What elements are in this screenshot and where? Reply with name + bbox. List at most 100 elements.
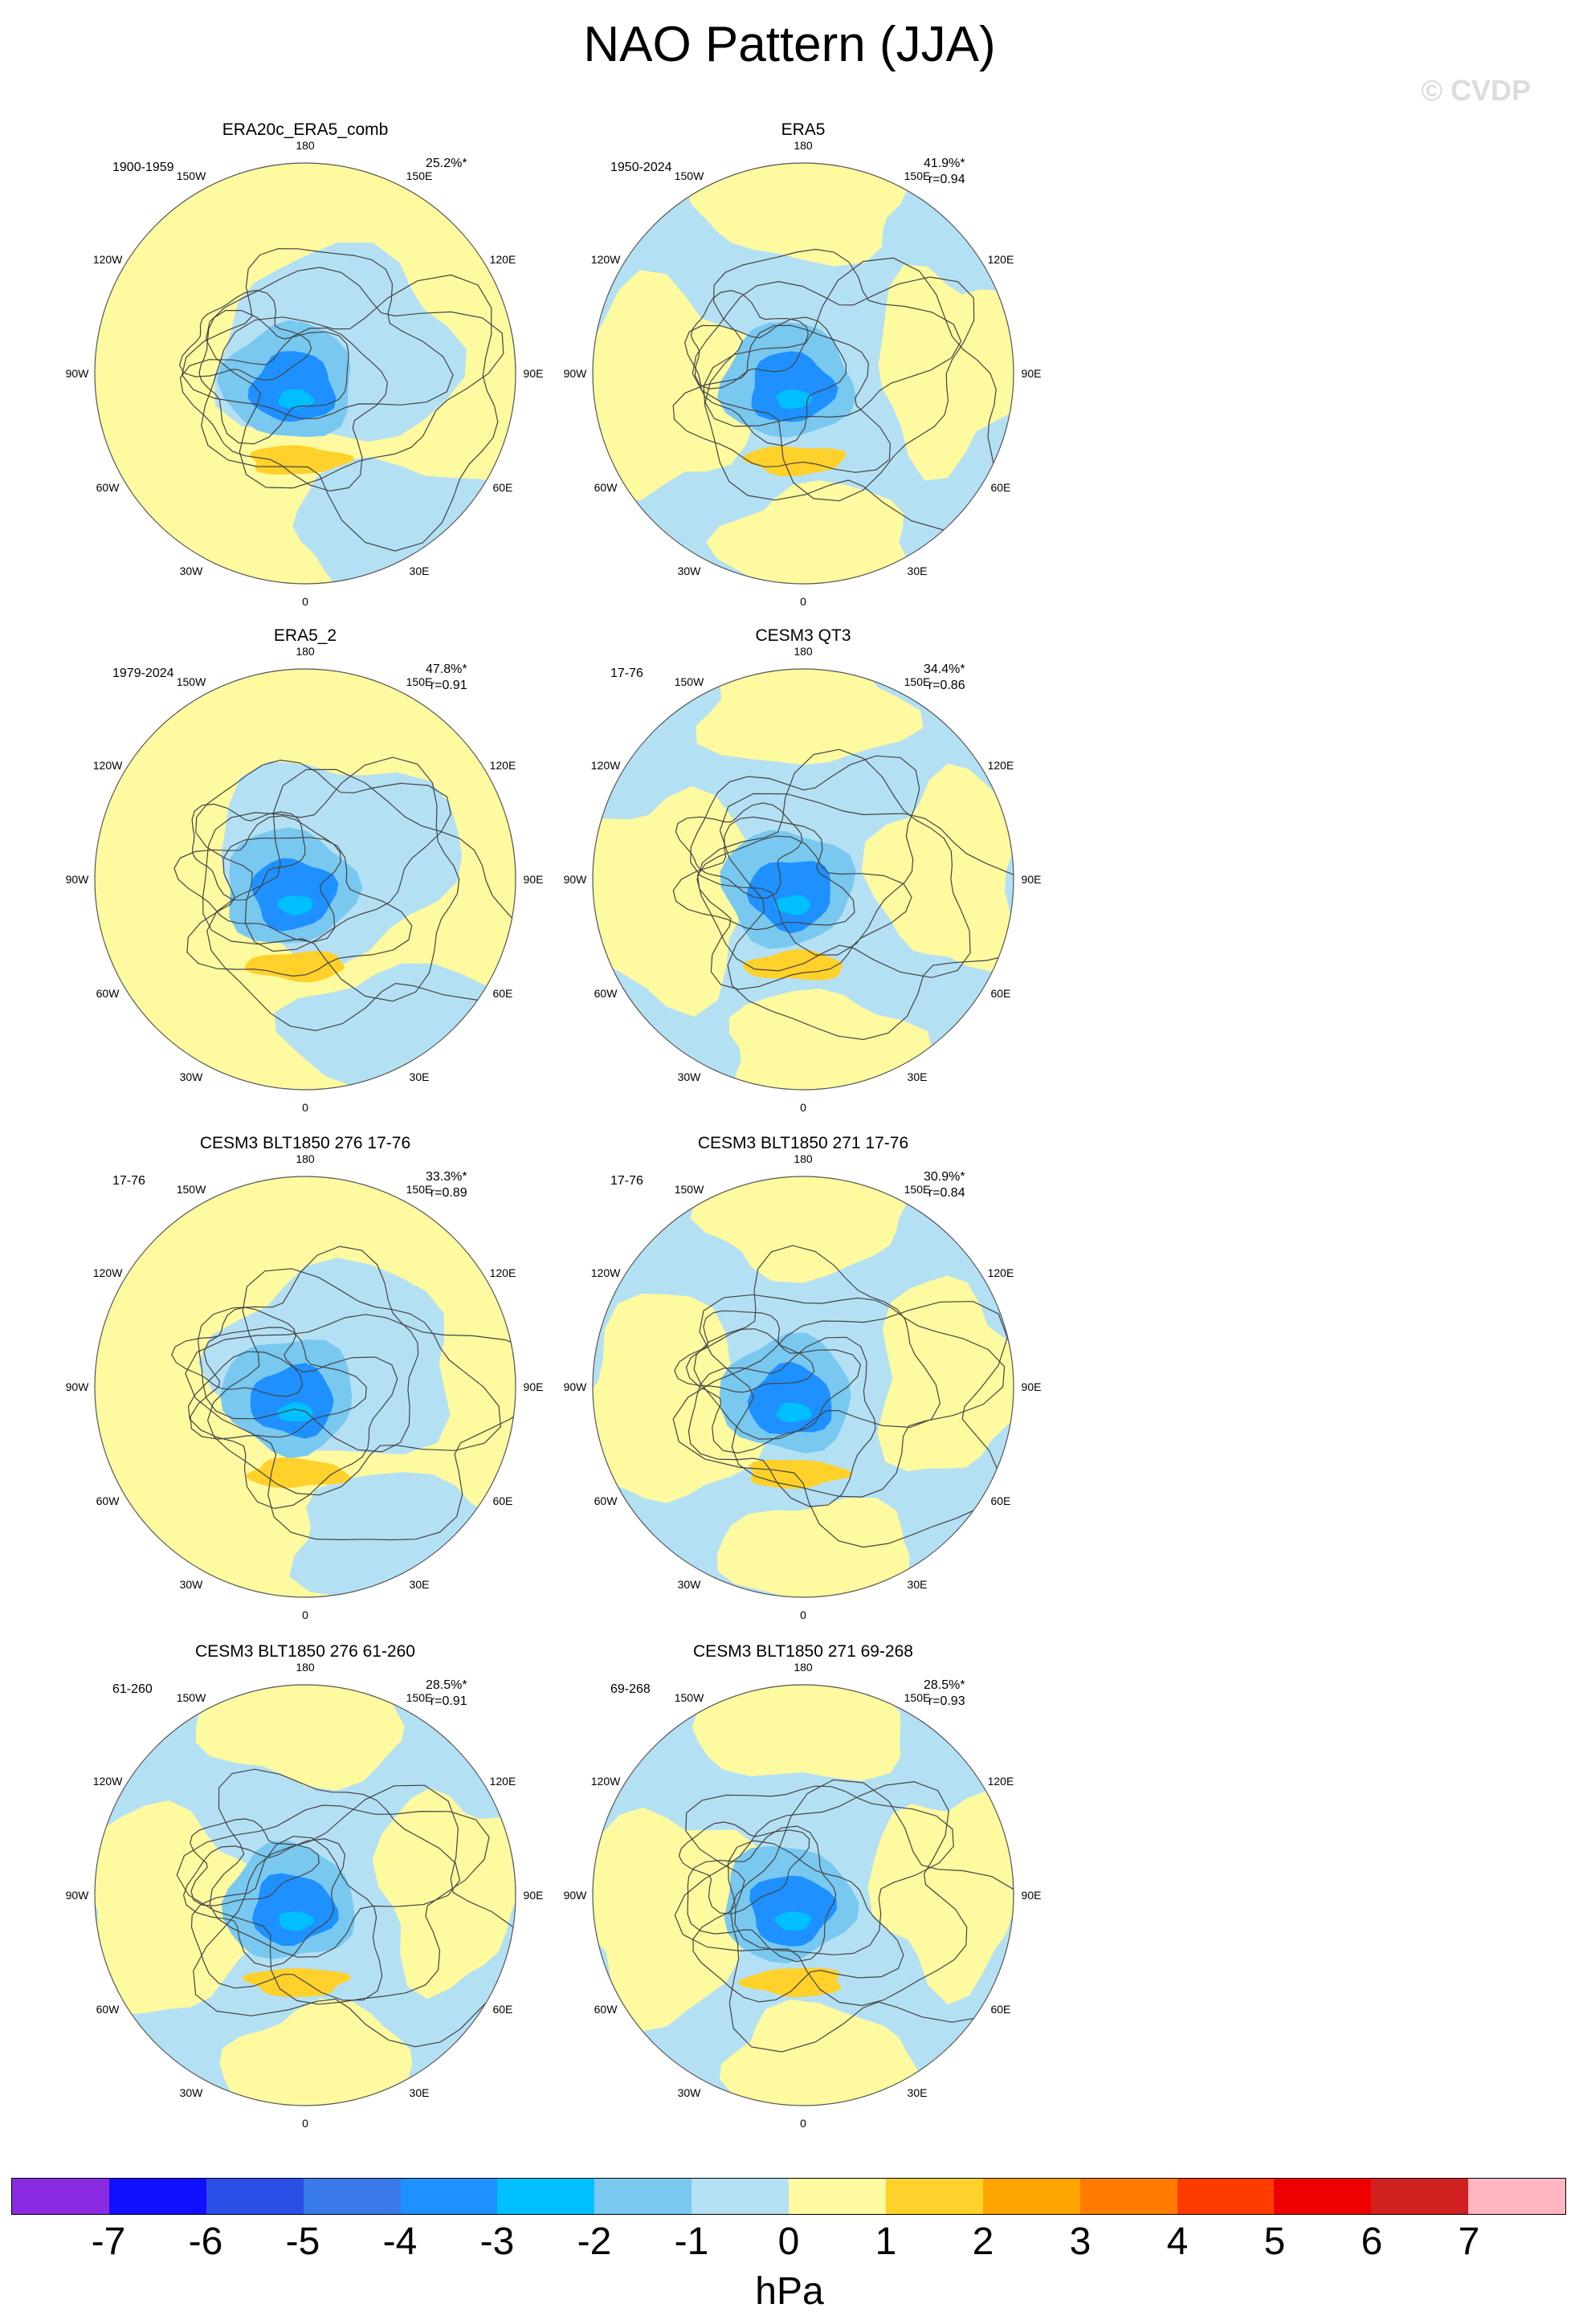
longitude-label: 0 <box>800 2117 806 2130</box>
colorbar-tick-label: 7 <box>1458 2220 1480 2263</box>
colorbar-tick-label: 2 <box>972 2220 994 2263</box>
longitude-label: 90E <box>523 367 544 380</box>
longitude-label: 120E <box>987 253 1014 266</box>
longitude-label: 90E <box>523 1380 544 1393</box>
colorbar-box <box>789 2179 886 2214</box>
longitude-label: 30W <box>677 564 701 577</box>
longitude-label: 120E <box>489 253 516 266</box>
panel-title: ERA5 <box>781 120 826 139</box>
panel-title: CESM3 BLT1850 271 17-76 <box>697 1134 909 1152</box>
map-panel: CESM3 BLT1850 276 61-260 61-260 28.5%* r=0… <box>64 1642 675 2130</box>
colorbar-tick-label: -5 <box>285 2220 320 2263</box>
map-panel: CESM3 QT3 17-76 34.4%* r=0.86 180 150E 120E 90… <box>562 626 1173 1114</box>
longitude-label: 30W <box>179 564 203 577</box>
panel-title: CESM3 BLT1850 276 17-76 <box>199 1134 411 1152</box>
longitude-label: 90E <box>1021 367 1042 380</box>
longitude-label: 30E <box>907 1070 928 1083</box>
longitude-label: 60E <box>492 987 513 1000</box>
colorbar-box <box>1371 2179 1469 2214</box>
panel-stats: 28.5%* r=0.91 <box>426 1678 467 1708</box>
colorbar-box <box>303 2179 401 2214</box>
polar-map <box>592 1176 1014 1598</box>
map-panel: ERA20c_ERA5_comb 1900-1959 25.2%* 180 150E 12… <box>64 120 675 608</box>
longitude-label: 90E <box>523 873 544 886</box>
longitude-label: 150W <box>674 169 704 183</box>
panel-stats: 28.5%* r=0.93 <box>924 1678 965 1708</box>
longitude-label: 90W <box>563 1380 587 1393</box>
longitude-label: 150W <box>674 1183 704 1197</box>
longitude-label: 30E <box>409 564 430 577</box>
longitude-label: 150W <box>674 675 704 689</box>
longitude-label: 120E <box>987 1775 1014 1788</box>
colorbar-box <box>206 2179 304 2214</box>
longitude-label: 120W <box>590 253 621 266</box>
panel-period: 17-76 <box>112 1174 145 1188</box>
panel-title: CESM3 QT3 <box>755 626 851 645</box>
longitude-label: 90W <box>563 367 587 380</box>
longitude-label: 180 <box>296 1152 315 1165</box>
longitude-label: 150W <box>674 1691 704 1705</box>
longitude-label: 150W <box>176 1183 206 1197</box>
longitude-label: 120W <box>590 759 621 772</box>
longitude-label: 180 <box>296 1661 315 1674</box>
longitude-label: 90E <box>1021 1889 1042 1902</box>
longitude-label: 90E <box>1021 873 1042 886</box>
polar-map <box>592 162 1014 585</box>
longitude-label: 30W <box>677 1577 701 1591</box>
longitude-label: 120W <box>92 759 123 772</box>
longitude-label: 90W <box>65 1380 89 1393</box>
longitude-label: 120W <box>590 1266 621 1279</box>
colorbar-box <box>1274 2179 1372 2214</box>
longitude-label: 150E <box>904 675 931 689</box>
longitude-label: 150E <box>904 1691 931 1705</box>
longitude-label: 0 <box>302 1608 308 1621</box>
polar-map <box>94 162 516 585</box>
map-panel: CESM3 BLT1850 276 17-76 17-76 33.3%* r=0.8… <box>64 1134 675 1621</box>
panel-period: 1979-2024 <box>112 667 174 680</box>
longitude-label: 150W <box>176 1691 206 1705</box>
longitude-label: 60E <box>990 987 1011 1000</box>
watermark: © CVDP <box>1421 74 1531 107</box>
colorbar-tick-label: 1 <box>875 2220 897 2263</box>
colorbar-box <box>1177 2179 1275 2214</box>
longitude-label: 60E <box>492 481 513 494</box>
panel-stats: 34.4%* r=0.86 <box>924 663 965 692</box>
map-panel: CESM3 BLT1850 271 17-76 17-76 30.9%* r=0.8… <box>562 1134 1173 1621</box>
longitude-label: 150E <box>406 1183 433 1197</box>
longitude-label: 60E <box>492 2003 513 2016</box>
longitude-label: 60E <box>990 2003 1011 2016</box>
longitude-label: 60W <box>594 1494 618 1507</box>
longitude-label: 120E <box>987 1266 1014 1279</box>
longitude-label: 120E <box>987 759 1014 772</box>
colorbar-box <box>108 2179 206 2214</box>
longitude-label: 90W <box>563 1889 587 1902</box>
longitude-label: 90W <box>65 873 89 886</box>
longitude-label: 30W <box>179 1577 203 1591</box>
longitude-label: 180 <box>296 645 315 658</box>
longitude-label: 150E <box>904 1183 931 1197</box>
longitude-label: 90W <box>65 1889 89 1902</box>
longitude-label: 60E <box>990 1494 1011 1507</box>
longitude-label: 30E <box>907 2085 928 2099</box>
longitude-label: 60W <box>594 987 618 1000</box>
longitude-label: 180 <box>794 645 813 658</box>
longitude-label: 30E <box>907 564 928 577</box>
polar-map <box>94 1176 516 1598</box>
longitude-label: 180 <box>794 1152 813 1165</box>
longitude-label: 0 <box>800 1608 806 1621</box>
panel-stats: 41.9%* r=0.94 <box>924 157 965 186</box>
panel-stats: 47.8%* r=0.91 <box>426 663 467 692</box>
polar-map <box>94 668 516 1091</box>
page-title: NAO Pattern (JJA) <box>583 17 996 72</box>
polar-map <box>592 1684 1014 2106</box>
longitude-label: 90E <box>1021 1380 1042 1393</box>
panel-stats: 30.9%* r=0.84 <box>924 1170 965 1200</box>
longitude-label: 0 <box>800 595 806 608</box>
longitude-label: 0 <box>302 2117 308 2130</box>
longitude-label: 30W <box>179 2085 203 2099</box>
longitude-label: 120W <box>92 1775 123 1788</box>
colorbar-box <box>692 2179 789 2214</box>
longitude-label: 30E <box>409 1577 430 1591</box>
longitude-label: 120E <box>489 759 516 772</box>
colorbar-tick-label: 3 <box>1069 2220 1091 2263</box>
